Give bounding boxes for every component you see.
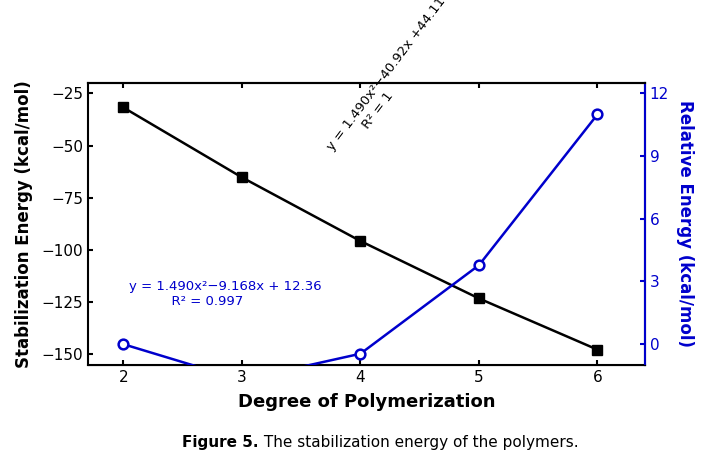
Text: y = 1.490x²−40.92x +44.11
         R² = 1: y = 1.490x²−40.92x +44.11 R² = 1 <box>325 0 461 162</box>
Text: y = 1.490x²−9.168x + 12.36
          R² = 0.997: y = 1.490x²−9.168x + 12.36 R² = 0.997 <box>129 280 322 308</box>
Y-axis label: Stabilization Energy (kcal/mol): Stabilization Energy (kcal/mol) <box>15 80 33 368</box>
Y-axis label: Relative Energy (kcal/mol): Relative Energy (kcal/mol) <box>676 100 694 347</box>
Text: The stabilization energy of the polymers.: The stabilization energy of the polymers… <box>259 435 579 450</box>
Text: Figure 5.: Figure 5. <box>182 435 259 450</box>
X-axis label: Degree of Polymerization: Degree of Polymerization <box>238 393 495 411</box>
